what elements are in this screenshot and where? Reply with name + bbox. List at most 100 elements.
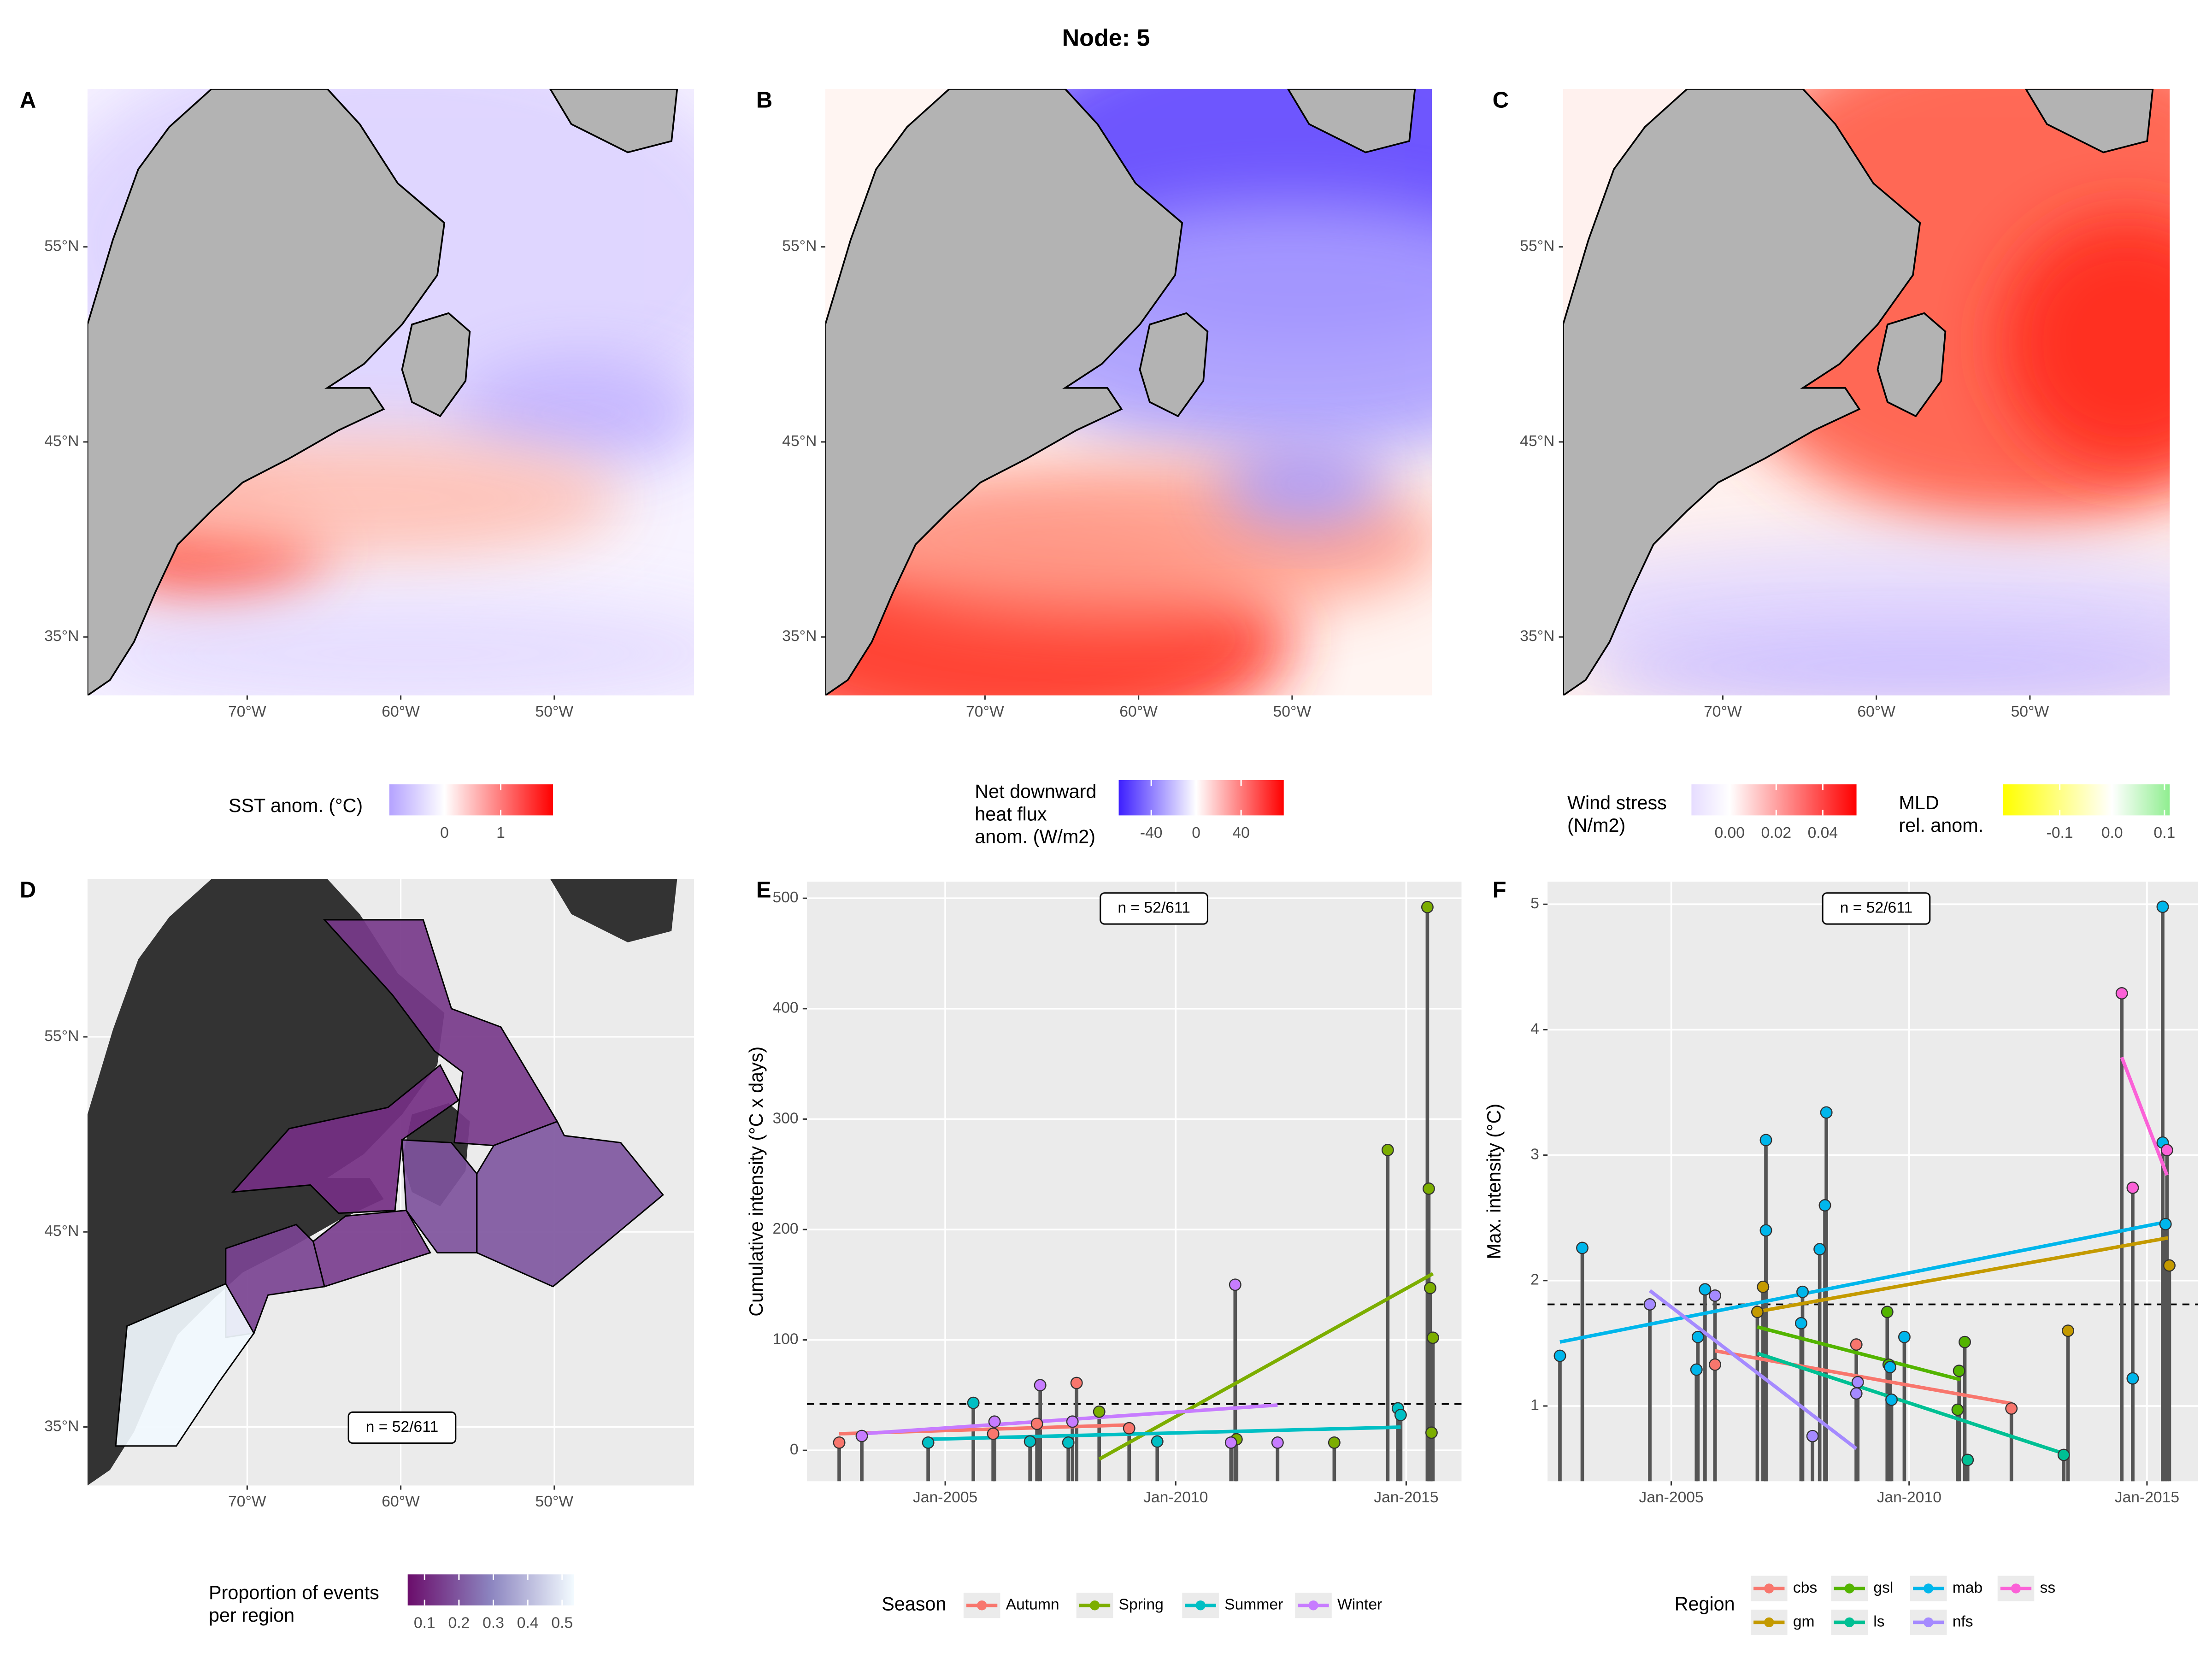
point <box>1066 1415 1079 1428</box>
y-tick-label: 35°N <box>1520 628 1554 645</box>
x-tick-label: Jan-2010 <box>1143 1489 1208 1506</box>
trend-line <box>2120 1056 2169 1176</box>
y-tick-label: 400 <box>772 1000 798 1017</box>
point <box>1151 1435 1164 1448</box>
point <box>2159 1218 2172 1230</box>
land <box>87 88 446 696</box>
land <box>2024 88 2154 153</box>
heat-field <box>1591 625 2170 696</box>
x-tick-label: 70°W <box>228 703 266 720</box>
point <box>1690 1363 1703 1376</box>
trend-line <box>1098 1272 1434 1461</box>
colorbar-tick-label: 0.3 <box>482 1614 504 1631</box>
y-tick-label: 55°N <box>782 238 817 255</box>
legend-label: gm <box>1793 1613 1815 1630</box>
x-tick-label: 50°W <box>535 1493 574 1510</box>
land <box>401 312 471 418</box>
point <box>2057 1448 2070 1461</box>
point <box>1699 1283 1712 1296</box>
panel-label: F <box>1493 878 1506 903</box>
land <box>1563 88 1921 696</box>
point <box>1959 1335 1971 1348</box>
point <box>1850 1387 1863 1400</box>
x-tick-label: 60°W <box>1119 703 1158 720</box>
panel-label: E <box>756 878 771 903</box>
legend-label: gsl <box>1873 1579 1893 1596</box>
point <box>1818 1199 1831 1212</box>
region <box>231 1064 459 1214</box>
panel-label: B <box>756 88 772 112</box>
point <box>1328 1436 1341 1449</box>
x-tick-label: Jan-2005 <box>913 1489 977 1506</box>
point <box>1759 1134 1772 1147</box>
point <box>1759 1224 1772 1237</box>
y-tick-label: 45°N <box>44 433 79 450</box>
point <box>2005 1402 2018 1415</box>
colorbar <box>407 1574 574 1606</box>
legend-label: Spring <box>1119 1596 1164 1613</box>
point <box>1425 1426 1438 1439</box>
legend-label: mab <box>1953 1579 1983 1596</box>
colorbar <box>2003 784 2170 816</box>
point <box>1224 1436 1237 1449</box>
point <box>1381 1144 1394 1156</box>
point <box>1424 1282 1436 1294</box>
colorbar-tick-label: 0 <box>440 824 449 841</box>
point <box>1034 1379 1047 1392</box>
trend-line <box>1714 1349 2012 1406</box>
x-tick-label: 50°W <box>535 703 574 720</box>
x-tick-label: 60°W <box>382 703 420 720</box>
annotation: n = 52/611 <box>1840 899 1913 916</box>
point <box>855 1430 868 1442</box>
figure-title: Node: 5 <box>1062 24 1150 51</box>
annotation-box <box>347 1411 457 1444</box>
y-tick-label: 55°N <box>44 238 79 255</box>
point <box>1709 1358 1722 1371</box>
land <box>1139 312 1209 418</box>
panel-label: A <box>20 88 36 112</box>
point <box>1898 1330 1911 1343</box>
panel-label: D <box>20 878 36 903</box>
map-panel <box>87 88 694 696</box>
x-tick-label: 60°W <box>382 1493 420 1510</box>
y-axis-label: Max. intensity (°C) <box>1483 1104 1505 1259</box>
y-tick-label: 35°N <box>44 628 79 645</box>
point <box>1576 1241 1588 1254</box>
y-tick-label: 100 <box>772 1330 798 1347</box>
colorbar-tick-label: -0.1 <box>2047 824 2073 841</box>
y-tick-label: 4 <box>1530 1020 1539 1037</box>
colorbar <box>1691 784 1857 816</box>
land <box>549 88 678 153</box>
point <box>1820 1106 1833 1119</box>
legend-point <box>1923 1617 1934 1628</box>
legend-point <box>1844 1583 1854 1594</box>
y-tick-label: 2 <box>1530 1271 1539 1288</box>
point <box>2163 1259 2176 1272</box>
legend-label: cbs <box>1793 1579 1817 1596</box>
trend-line <box>928 1425 1401 1441</box>
map-panel <box>1563 88 2170 696</box>
legend-label: nfs <box>1953 1613 1973 1630</box>
legend-title: anom. (W/m2) <box>975 826 1095 847</box>
y-tick-label: 500 <box>772 889 798 906</box>
legend-label: Autumn <box>1006 1596 1059 1613</box>
point <box>2126 1372 2139 1385</box>
legend-label: Summer <box>1224 1596 1283 1613</box>
y-tick-label: 35°N <box>782 628 817 645</box>
colorbar-tick-label: -40 <box>1140 824 1163 841</box>
colorbar-tick-label: 0.4 <box>517 1614 539 1631</box>
x-tick-label: Jan-2010 <box>1877 1489 1941 1506</box>
legend-point <box>2011 1583 2021 1594</box>
point <box>833 1436 846 1449</box>
trend-line <box>1648 1289 1858 1450</box>
colorbar-tick-label: 0.1 <box>2153 824 2175 841</box>
panel-label: C <box>1493 88 1509 112</box>
colorbar-tick-label: 40 <box>1232 824 1249 841</box>
colorbar-tick-label: 0 <box>1192 824 1200 841</box>
point <box>1757 1280 1770 1293</box>
legend-label: Winter <box>1337 1596 1382 1613</box>
y-tick-label: 300 <box>772 1110 798 1127</box>
point <box>1885 1393 1898 1406</box>
point <box>1553 1349 1566 1362</box>
